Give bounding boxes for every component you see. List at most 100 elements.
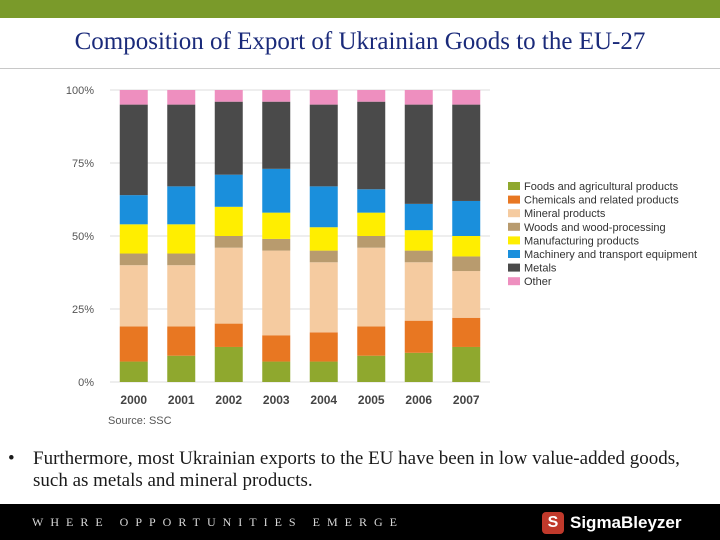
bar-segment	[167, 253, 196, 266]
sigmableyzer-logo: S SigmaBleyzer	[542, 512, 682, 534]
bar-segment	[309, 262, 338, 333]
bar-segment	[119, 104, 148, 196]
legend-swatch	[508, 209, 520, 218]
chart-area: 0% 25% 50% 75% 100% 2000 2001 2002 2003 2004 2005 2…	[0, 70, 720, 440]
bar-segment	[404, 90, 433, 105]
legend-swatch	[508, 277, 520, 286]
bar-segment	[119, 361, 148, 382]
bar-segment	[309, 90, 338, 105]
bar-segment	[452, 271, 481, 318]
legend-label: Other	[524, 276, 552, 288]
bar-segment	[357, 90, 386, 102]
bar-segment	[309, 361, 338, 382]
x-tick-label: 2001	[168, 393, 195, 407]
legend-swatch	[508, 195, 520, 204]
bar-segment	[119, 90, 148, 105]
bar-segment	[214, 206, 243, 236]
slide-title: Composition of Export of Ukrainian Goods…	[74, 28, 646, 55]
bar-segment	[309, 104, 338, 187]
bar-segment	[309, 250, 338, 263]
bar-segment	[214, 247, 243, 324]
y-tick-label: 0%	[78, 377, 94, 389]
bar-segment	[452, 317, 481, 347]
legend-swatch	[508, 263, 520, 272]
bar-segment	[214, 236, 243, 248]
legend-label: Woods and wood-processing	[524, 222, 666, 234]
bar-segment	[309, 332, 338, 362]
bullet-text: Furthermore, most Ukrainian exports to t…	[33, 448, 680, 491]
x-tick-label: 2003	[263, 393, 290, 407]
bar-segment	[262, 168, 291, 213]
top-accent-bar	[0, 0, 720, 18]
bar-segment	[214, 174, 243, 207]
stacked-bar-chart: 0% 25% 50% 75% 100% 2000 2001 2002 2003 2004 2005 2…	[66, 85, 697, 427]
bar-segment	[452, 90, 481, 105]
legend-swatch	[508, 236, 520, 245]
bar-segment	[357, 189, 386, 213]
bar-segment	[262, 101, 291, 169]
bar-segment	[214, 346, 243, 382]
bar-segment	[357, 236, 386, 248]
bar-segment	[262, 250, 291, 336]
y-tick-label: 100%	[66, 85, 94, 97]
legend-label: Metals	[524, 263, 557, 275]
y-tick-label: 25%	[72, 304, 94, 316]
bar-segment	[167, 104, 196, 187]
bar-segment	[404, 203, 433, 231]
y-tick-label: 50%	[72, 231, 94, 243]
x-tick-label: 2006	[405, 393, 432, 407]
bar-segment	[452, 236, 481, 257]
bar-segment	[214, 90, 243, 102]
bar-segment	[357, 355, 386, 382]
x-tick-label: 2000	[120, 393, 147, 407]
bar-segment	[262, 238, 291, 251]
logo-mark-icon: S	[542, 512, 564, 534]
bar-segment	[452, 256, 481, 272]
bar-segment	[452, 104, 481, 201]
bar-segment	[404, 104, 433, 204]
bar-segment	[357, 212, 386, 236]
bullet-symbol: •	[8, 448, 15, 469]
bar-segment	[167, 90, 196, 105]
title-divider	[0, 68, 720, 69]
bar-segment	[167, 224, 196, 254]
legend-swatch	[508, 222, 520, 231]
bar-segment	[404, 352, 433, 382]
bar-segment	[452, 346, 481, 382]
bar-segment	[357, 247, 386, 327]
bar-segment	[452, 200, 481, 236]
bar-segment	[167, 355, 196, 382]
bar-segment	[404, 262, 433, 321]
x-tick-label: 2005	[358, 393, 385, 407]
legend-label: Manufacturing products	[524, 235, 639, 247]
bar-segment	[167, 186, 196, 225]
bar-segment	[262, 335, 291, 362]
legend-label: Chemicals and related products	[524, 195, 679, 207]
bar-segment	[119, 253, 148, 266]
bar-segment	[119, 195, 148, 225]
bar-segment	[262, 90, 291, 102]
bar-segment	[357, 101, 386, 190]
bar-segment	[167, 326, 196, 356]
bar-segment	[119, 326, 148, 362]
legend-label: Mineral products	[524, 208, 606, 220]
x-tick-label: 2007	[453, 393, 480, 407]
footer-bar: WHERE OPPORTUNITIES EMERGE S SigmaBleyze…	[0, 504, 720, 540]
bar-segment	[214, 101, 243, 175]
bar-segment	[262, 361, 291, 382]
bar-segment	[404, 250, 433, 263]
bar-segment	[404, 320, 433, 353]
x-tick-label: 2002	[215, 393, 242, 407]
bar-segment	[404, 230, 433, 251]
bar-segment	[262, 212, 291, 239]
bar-segment	[119, 224, 148, 254]
legend-swatch	[508, 250, 520, 258]
footer-tagline: WHERE OPPORTUNITIES EMERGE	[32, 515, 404, 529]
source-note: Source: SSC	[108, 415, 172, 427]
legend-label: Foods and agricultural products	[524, 181, 679, 193]
legend-swatch	[508, 182, 520, 190]
bar-segment	[167, 265, 196, 327]
y-tick-label: 75%	[72, 158, 94, 170]
bar-segment	[357, 326, 386, 356]
bar-segment	[309, 227, 338, 251]
